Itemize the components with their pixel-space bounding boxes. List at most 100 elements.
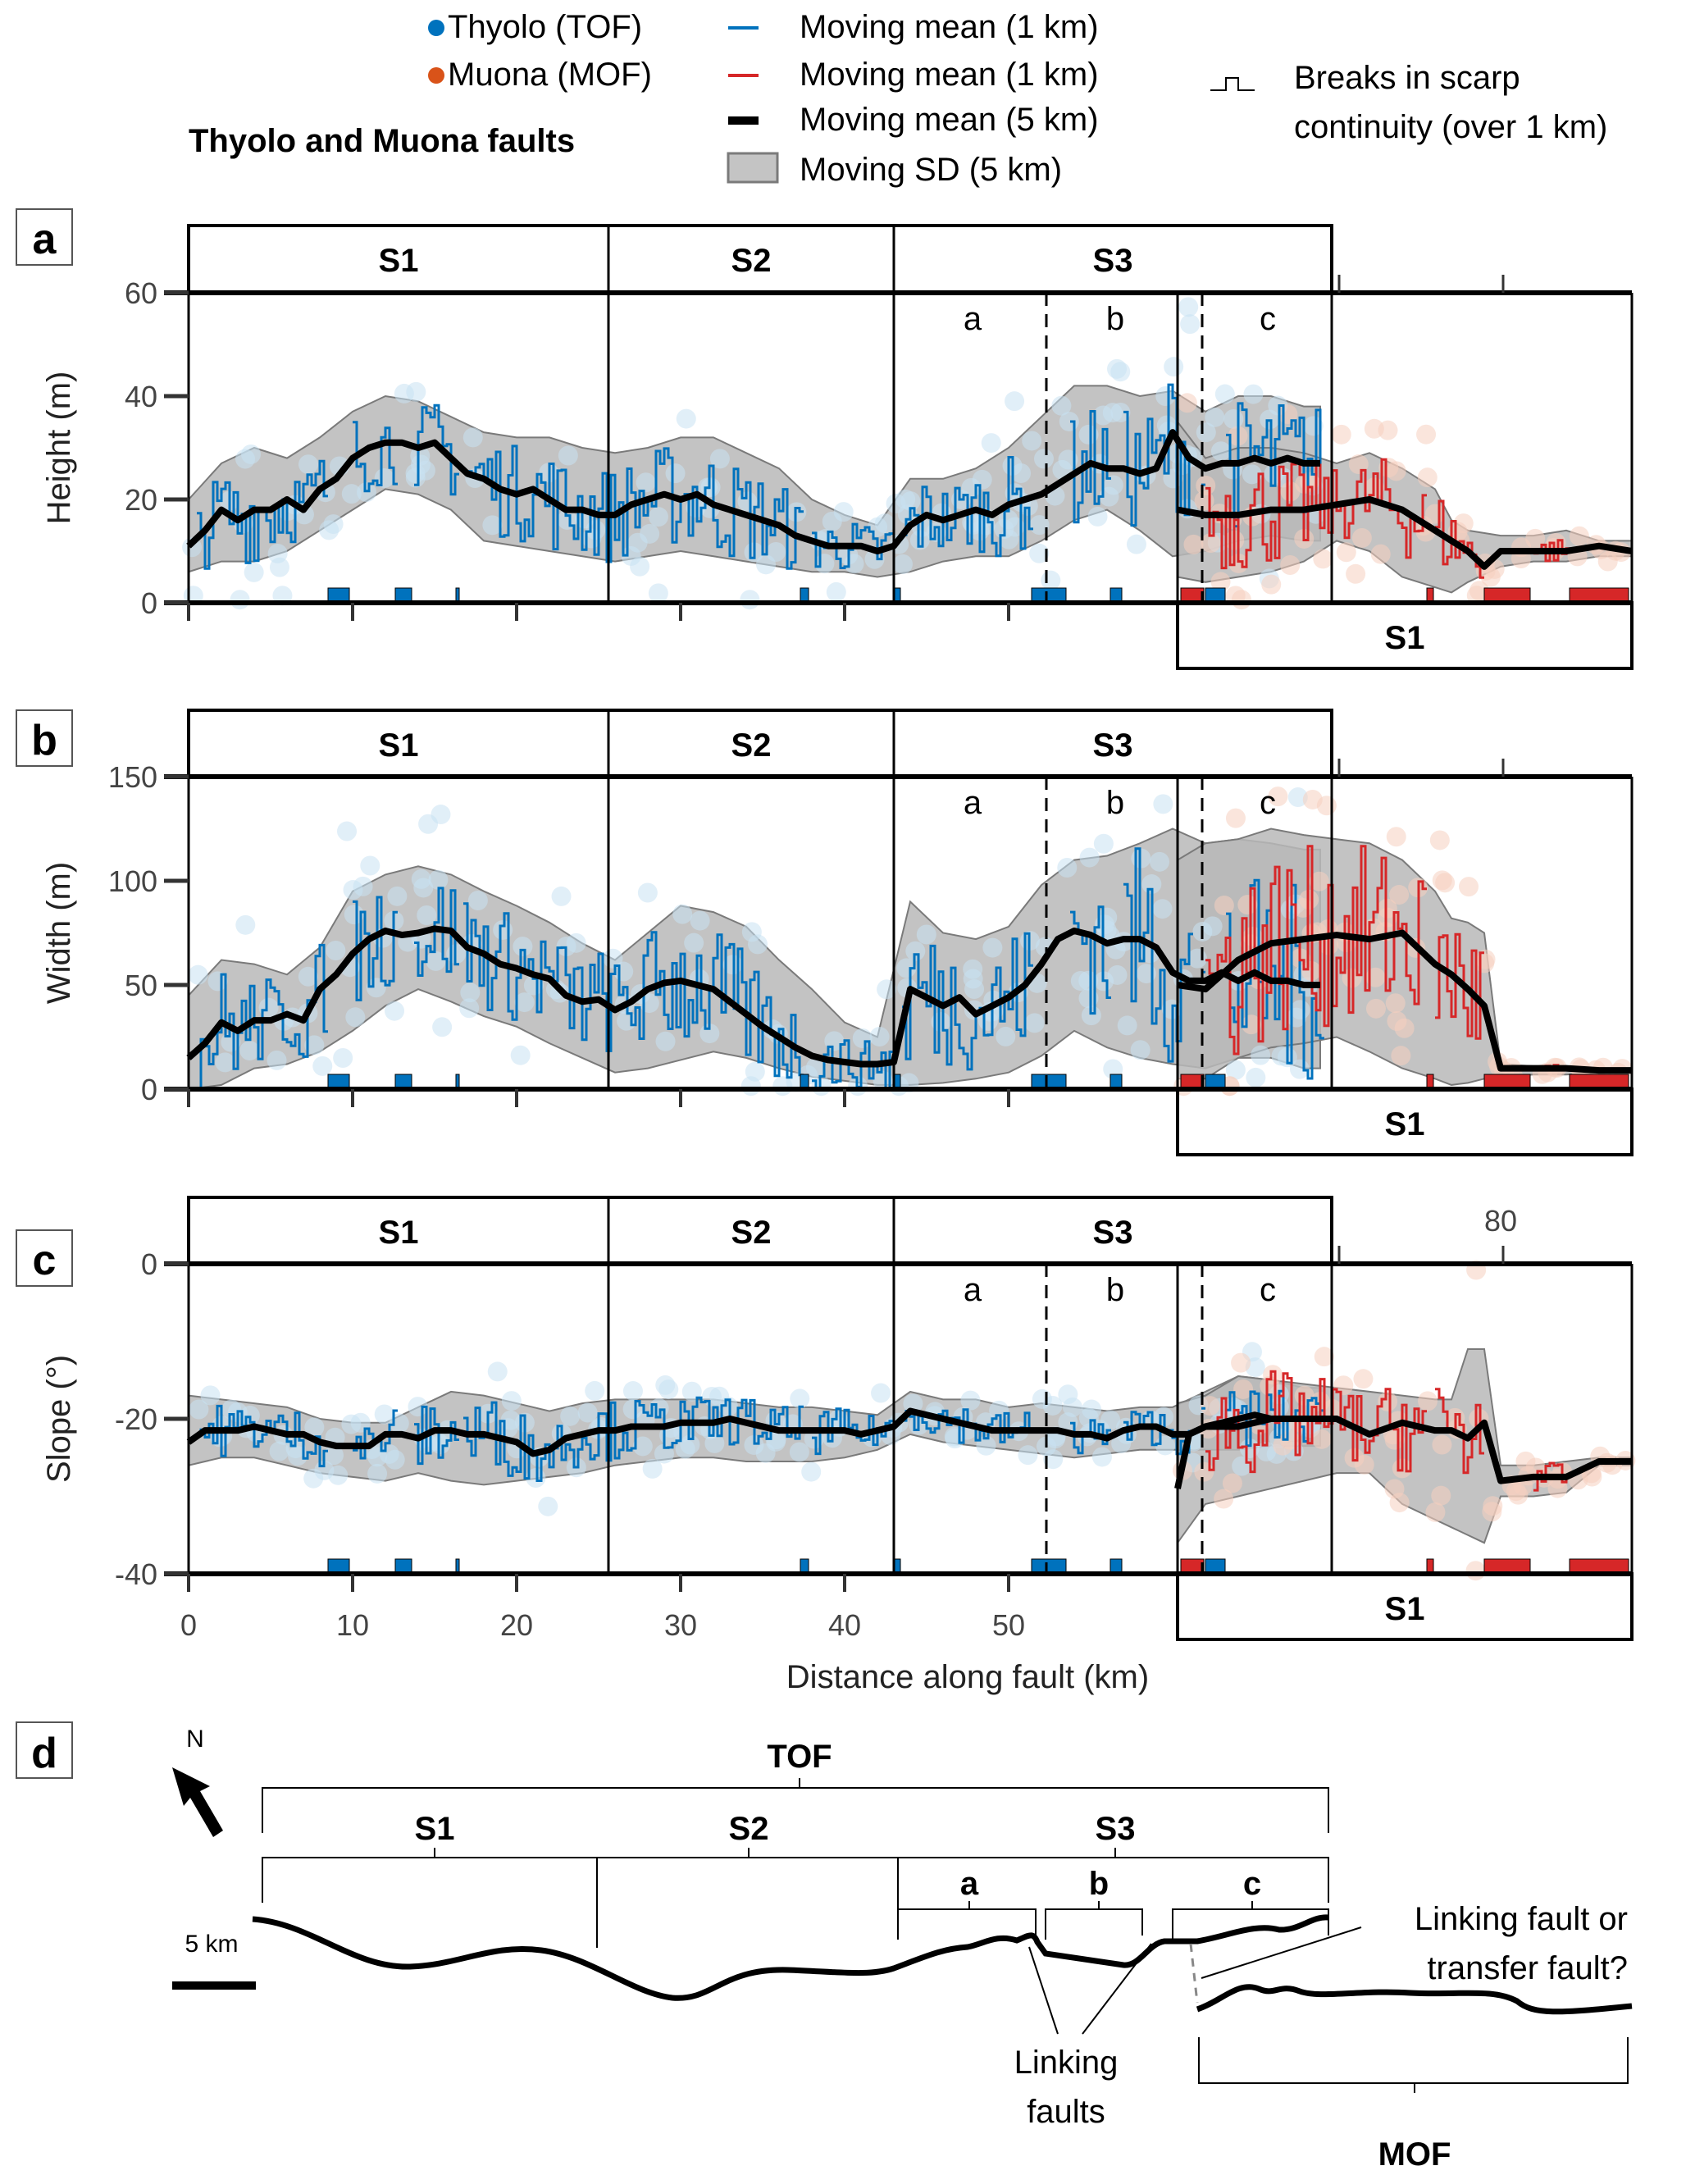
panel-label-box	[16, 208, 73, 266]
tof-data-point	[1093, 833, 1114, 854]
figure-title: Thyolo and Muona faults	[189, 123, 575, 159]
mof-data-point	[1225, 808, 1246, 828]
mof-data-point	[1483, 1496, 1503, 1516]
legend-sd5-box	[727, 152, 779, 184]
legend-tof-dot	[428, 20, 444, 36]
tof-data-point	[326, 941, 346, 961]
tof-data-point	[501, 1391, 522, 1411]
tof-data-point	[1242, 464, 1262, 485]
legend-sd5-label: Moving SD (5 km)	[800, 152, 1062, 188]
subsegment-label-b: b	[1106, 785, 1124, 821]
panel-d-map: d N 5 km TOF S1 S2 S3 a b c Linking faults Linking f…	[16, 1721, 1633, 2173]
tof-data-point	[903, 1393, 923, 1414]
subsegment-label-c: c	[1260, 785, 1276, 821]
tof-data-point	[1070, 971, 1091, 992]
y-tick-label: 20	[125, 483, 157, 517]
tof-data-point	[1126, 534, 1146, 554]
tof-data-point	[676, 408, 696, 429]
tof-data-point	[648, 507, 668, 527]
tof-data-point	[188, 964, 208, 985]
tof-data-point	[826, 581, 846, 602]
tof-data-point	[877, 979, 897, 1000]
tof-data-point	[1078, 988, 1099, 1009]
mof-data-point	[1210, 572, 1231, 592]
tof-data-point	[1024, 1013, 1045, 1033]
tof-mean-5km-line	[186, 925, 1320, 1068]
mof-data-point	[1508, 1484, 1529, 1505]
tof-data-point	[1210, 441, 1231, 462]
mof-data-point	[1459, 877, 1479, 897]
panel-label-box	[16, 709, 73, 767]
tof-data-point	[636, 472, 656, 493]
tof-data-point	[1005, 391, 1025, 412]
tof-data-point	[665, 463, 686, 484]
mof-data-point	[1333, 1375, 1354, 1396]
tof-data-point	[560, 1406, 581, 1426]
legend-break-icon	[1210, 77, 1255, 91]
tof-data-point	[766, 542, 786, 563]
mof-data-point	[1237, 895, 1258, 915]
panel-label: a	[33, 216, 57, 263]
mof-data-point	[1336, 542, 1356, 563]
mof-data-point	[1316, 796, 1337, 816]
tof-data-point	[945, 1429, 965, 1449]
mof-data-point	[1331, 424, 1351, 445]
mof-data-point	[1314, 1347, 1334, 1367]
tof-data-point	[341, 1414, 362, 1434]
tof-data-point	[333, 1047, 353, 1068]
tof-data-point	[538, 1496, 558, 1516]
tof-data-point	[1178, 297, 1199, 317]
tof-data-point	[981, 433, 1001, 454]
tof-data-point	[258, 997, 279, 1018]
tof-data-point	[801, 1461, 822, 1482]
tof-mean-5km-line	[186, 1407, 1320, 1457]
mof-data-point	[1378, 420, 1398, 440]
tof-data-point	[1223, 408, 1244, 429]
mof-data-point	[1429, 830, 1450, 850]
tof-data-point	[189, 1399, 209, 1420]
tof-data-point	[1091, 1447, 1112, 1467]
mof-data-point	[1386, 827, 1406, 847]
tof-data-point	[344, 905, 364, 925]
legend-mof-dot	[428, 67, 444, 84]
tof-data-point	[632, 1436, 653, 1457]
tof-data-point	[622, 1381, 643, 1402]
mof-data-point	[1425, 1502, 1446, 1522]
y-axis-label: Height (m)	[41, 372, 77, 525]
transfer-fault-label-rest: fault or	[1519, 1901, 1628, 1937]
subsegment-bracket-c	[1172, 1908, 1329, 1940]
tof-data-point	[658, 1379, 679, 1400]
tof-mean-5km-line	[186, 429, 1320, 554]
mof-data-point	[1602, 1455, 1623, 1475]
segment-label-s3: S3	[1093, 727, 1133, 764]
tof-data-point	[960, 1390, 981, 1411]
mof-segment-footer	[1176, 1572, 1633, 1641]
mof-data-point	[1417, 467, 1438, 488]
tof-data-point	[428, 869, 449, 890]
tof-data-point	[1180, 314, 1201, 335]
tof-data-point	[648, 583, 668, 604]
tof-data-point	[1232, 1456, 1252, 1476]
mof-data-point	[1183, 534, 1204, 554]
tof-data-point	[989, 1400, 1009, 1420]
tof-data-point	[426, 951, 446, 971]
tof-data-point	[304, 1035, 325, 1056]
mof-data-point	[1214, 1489, 1234, 1509]
y-axis-label: Slope (°)	[41, 1355, 77, 1483]
tof-data-point	[700, 477, 721, 498]
tof-data-point	[1246, 1067, 1266, 1087]
mof-bracket	[1198, 2037, 1629, 2084]
tof-data-point	[304, 1417, 325, 1438]
mof-mean-5km-line	[1174, 1416, 1632, 1489]
north-label: N	[186, 1726, 204, 1753]
tof-data-point	[1111, 1434, 1132, 1454]
tof-data-point	[1029, 543, 1050, 563]
tof-data-point	[740, 590, 760, 610]
x-tick-label: 20	[500, 1608, 533, 1642]
tof-data-point	[852, 1028, 873, 1048]
segment-label-s3: S3	[1093, 243, 1133, 279]
tof-data-point	[432, 1017, 453, 1037]
tof-data-point	[1103, 1059, 1123, 1079]
mof-data-point	[1370, 544, 1391, 564]
segment-label-s2: S2	[731, 727, 772, 764]
